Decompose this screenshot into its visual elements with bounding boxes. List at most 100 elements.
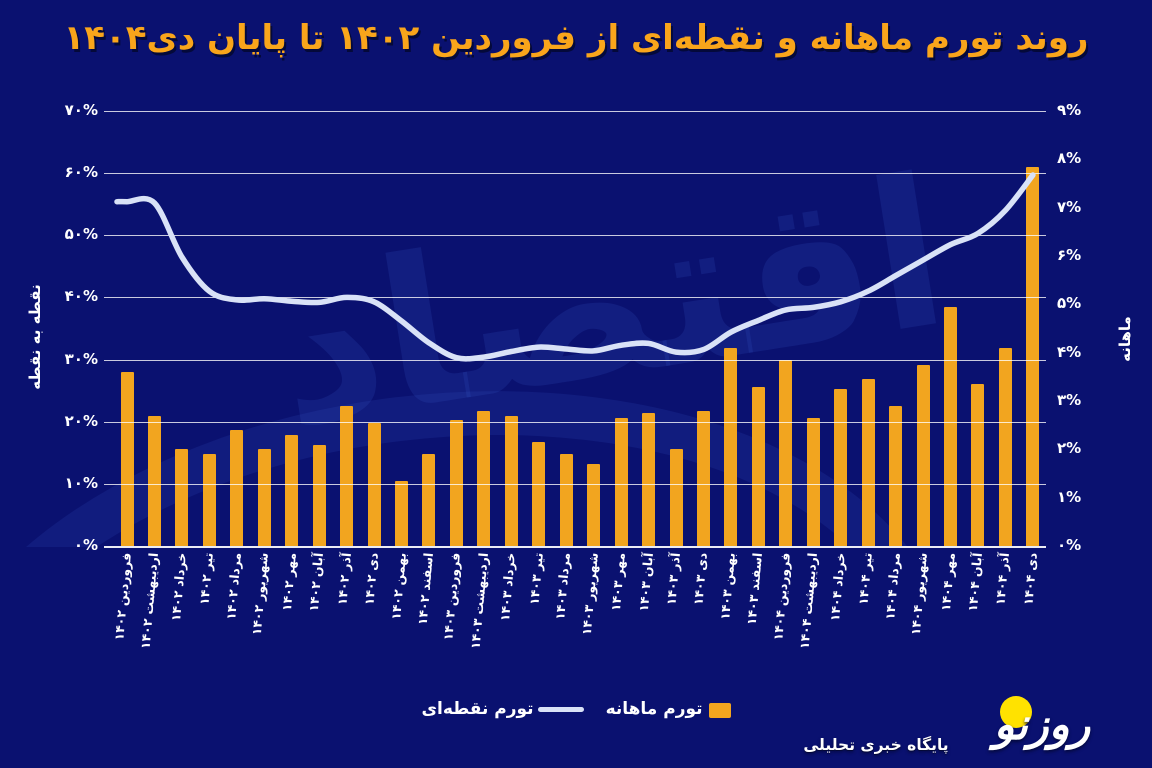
- bar-monthly-inflation: [861, 379, 875, 546]
- bar-monthly-inflation: [120, 372, 134, 546]
- bar-monthly-inflation: [257, 449, 271, 546]
- x-axis-label: مرداد ۱۴۰۳: [552, 552, 574, 621]
- x-axis-label: دی ۱۴۰۴: [1020, 552, 1040, 606]
- right-axis-tick: ۶%: [1057, 246, 1082, 264]
- x-axis-label: مرداد ۱۴۰۴: [881, 552, 903, 621]
- chart-title: روند تورم ماهانه و نقطه‌ای از فروردین ۱۴…: [63, 18, 1089, 58]
- x-axis-label: شهریور ۱۴۰۴: [907, 552, 930, 636]
- bar-monthly-inflation: [998, 347, 1012, 546]
- x-axis-label: آبان ۱۴۰۴: [964, 552, 985, 613]
- x-axis-label: تیر ۱۴۰۳: [526, 552, 546, 606]
- bar-monthly-inflation: [779, 359, 793, 546]
- rozno-logo: روزنو: [993, 700, 1091, 750]
- bar-monthly-inflation: [971, 384, 985, 546]
- plot-area: [104, 111, 1046, 548]
- right-axis-tick: ۷%: [1057, 197, 1082, 216]
- right-axis-tick: ۵%: [1057, 294, 1082, 313]
- x-axis-label: بهمن ۱۴۰۲: [387, 552, 409, 621]
- right-axis-tick: ۸%: [1057, 149, 1082, 168]
- x-axis-label: اردیبهشت ۱۴۰۲: [138, 552, 162, 650]
- legend-label-point: تورم نقطه‌ای: [421, 699, 534, 719]
- x-axis-label: خرداد ۱۴۰۲: [167, 552, 189, 622]
- x-axis-label: دی ۱۴۰۲: [361, 552, 381, 606]
- x-axis-label: آبان ۱۴۰۳: [635, 552, 656, 613]
- legend-label-monthly: تورم ماهانه: [605, 699, 703, 719]
- legend-line-swatch: [537, 706, 584, 712]
- bar-monthly-inflation: [395, 480, 408, 546]
- bar-monthly-inflation: [889, 405, 903, 546]
- x-axis-label: مهر ۱۴۰۴: [937, 552, 958, 612]
- bar-monthly-inflation: [230, 430, 244, 546]
- bar-monthly-inflation: [559, 454, 573, 546]
- x-axis-label: فروردین ۱۴۰۲: [111, 552, 134, 642]
- x-axis-label: اردیبهشت ۱۴۰۴: [796, 552, 821, 650]
- x-axis-label: اسفند ۱۴۰۲: [414, 552, 436, 626]
- sun-icon: [1000, 696, 1032, 728]
- bar-monthly-inflation: [422, 454, 436, 546]
- bar-monthly-inflation: [312, 444, 326, 546]
- x-axis-label: دی ۱۴۰۳: [690, 552, 711, 606]
- right-axis-tick: ۰%: [1057, 536, 1082, 554]
- left-axis-tick: ۰%: [73, 536, 98, 554]
- x-axis-label: تیر ۱۴۰۲: [196, 552, 217, 606]
- bar-monthly-inflation: [944, 306, 957, 546]
- x-axis-label: فروردین ۱۴۰۳: [440, 552, 464, 642]
- bar-monthly-inflation: [916, 364, 930, 546]
- x-axis-label: شهریور ۱۴۰۲: [249, 552, 272, 636]
- x-axis-label: مهر ۱۴۰۳: [607, 552, 629, 612]
- bar-monthly-inflation: [614, 417, 628, 546]
- bar-monthly-inflation: [202, 454, 216, 546]
- x-axis-label: مرداد ۱۴۰۲: [222, 552, 244, 621]
- left-axis-tick: ۶۰%: [64, 163, 98, 182]
- bar-monthly-inflation: [449, 420, 463, 546]
- x-axis-label: تیر ۱۴۰۴: [855, 552, 876, 606]
- monthly-inflation-bars: [108, 111, 1042, 546]
- bar-monthly-inflation: [806, 417, 820, 546]
- left-axis-tick: ۱۰%: [64, 473, 98, 492]
- x-axis-label: بهمن ۱۴۰۳: [717, 552, 738, 621]
- bar-monthly-inflation: [751, 386, 765, 546]
- point-inflation-path: [114, 172, 1036, 362]
- left-axis-tick: ۵۰%: [64, 225, 98, 244]
- x-axis-label: آبان ۱۴۰۲: [305, 552, 327, 613]
- logo-tagline: پایگاه خبری تحلیلی: [803, 736, 949, 754]
- bar-monthly-inflation: [147, 415, 161, 546]
- bar-monthly-inflation: [532, 442, 546, 546]
- legend: تورم نقطه‌ای تورم ماهانه: [0, 699, 1152, 719]
- x-axis-label: اردیبهشت ۱۴۰۳: [467, 552, 491, 650]
- bar-monthly-inflation: [696, 410, 710, 546]
- x-axis-label: شهریور ۱۴۰۳: [578, 552, 601, 636]
- bar-monthly-inflation: [669, 449, 683, 546]
- left-axis-tick: ۲۰%: [64, 411, 98, 430]
- left-axis-tick: ۳۰%: [64, 349, 98, 368]
- bar-monthly-inflation: [504, 415, 518, 546]
- x-axis-label: خرداد ۱۴۰۴: [826, 552, 848, 622]
- x-axis-label: آذر ۱۴۰۲: [333, 552, 354, 606]
- x-axis-label: اسفند ۱۴۰۳: [744, 552, 766, 626]
- bar-monthly-inflation: [1026, 166, 1040, 546]
- x-axis-label: فروردین ۱۴۰۴: [770, 552, 793, 642]
- bar-monthly-inflation: [642, 413, 656, 546]
- bar-monthly-inflation: [834, 388, 848, 546]
- rozno-logo-block: روزنو پایگاه خبری تحلیلی: [803, 674, 1150, 764]
- left-axis-tick: ۴۰%: [64, 287, 98, 306]
- legend-bar-swatch: [708, 702, 731, 718]
- left-axis-title: نقطه به نقطه: [26, 284, 44, 390]
- bar-monthly-inflation: [340, 405, 354, 546]
- bar-monthly-inflation: [477, 410, 491, 546]
- x-axis-label: مهر ۱۴۰۲: [278, 552, 299, 612]
- right-axis-tick: ۱%: [1057, 487, 1082, 506]
- bar-monthly-inflation: [285, 434, 299, 546]
- x-axis-label: خرداد ۱۴۰۳: [497, 552, 519, 622]
- right-axis-tick: ۳%: [1057, 391, 1082, 409]
- right-axis-tick: ۹%: [1057, 101, 1082, 119]
- right-axis-tick: ۲%: [1057, 439, 1082, 458]
- x-axis-label: آذر ۱۴۰۳: [663, 552, 683, 606]
- x-axis-label: آذر ۱۴۰۴: [992, 552, 1013, 606]
- bar-monthly-inflation: [175, 449, 189, 546]
- right-axis-tick: ۴%: [1057, 342, 1082, 361]
- left-axis-tick: ۷۰%: [64, 101, 98, 119]
- point-inflation-line: [114, 172, 1036, 362]
- bar-monthly-inflation: [724, 347, 738, 546]
